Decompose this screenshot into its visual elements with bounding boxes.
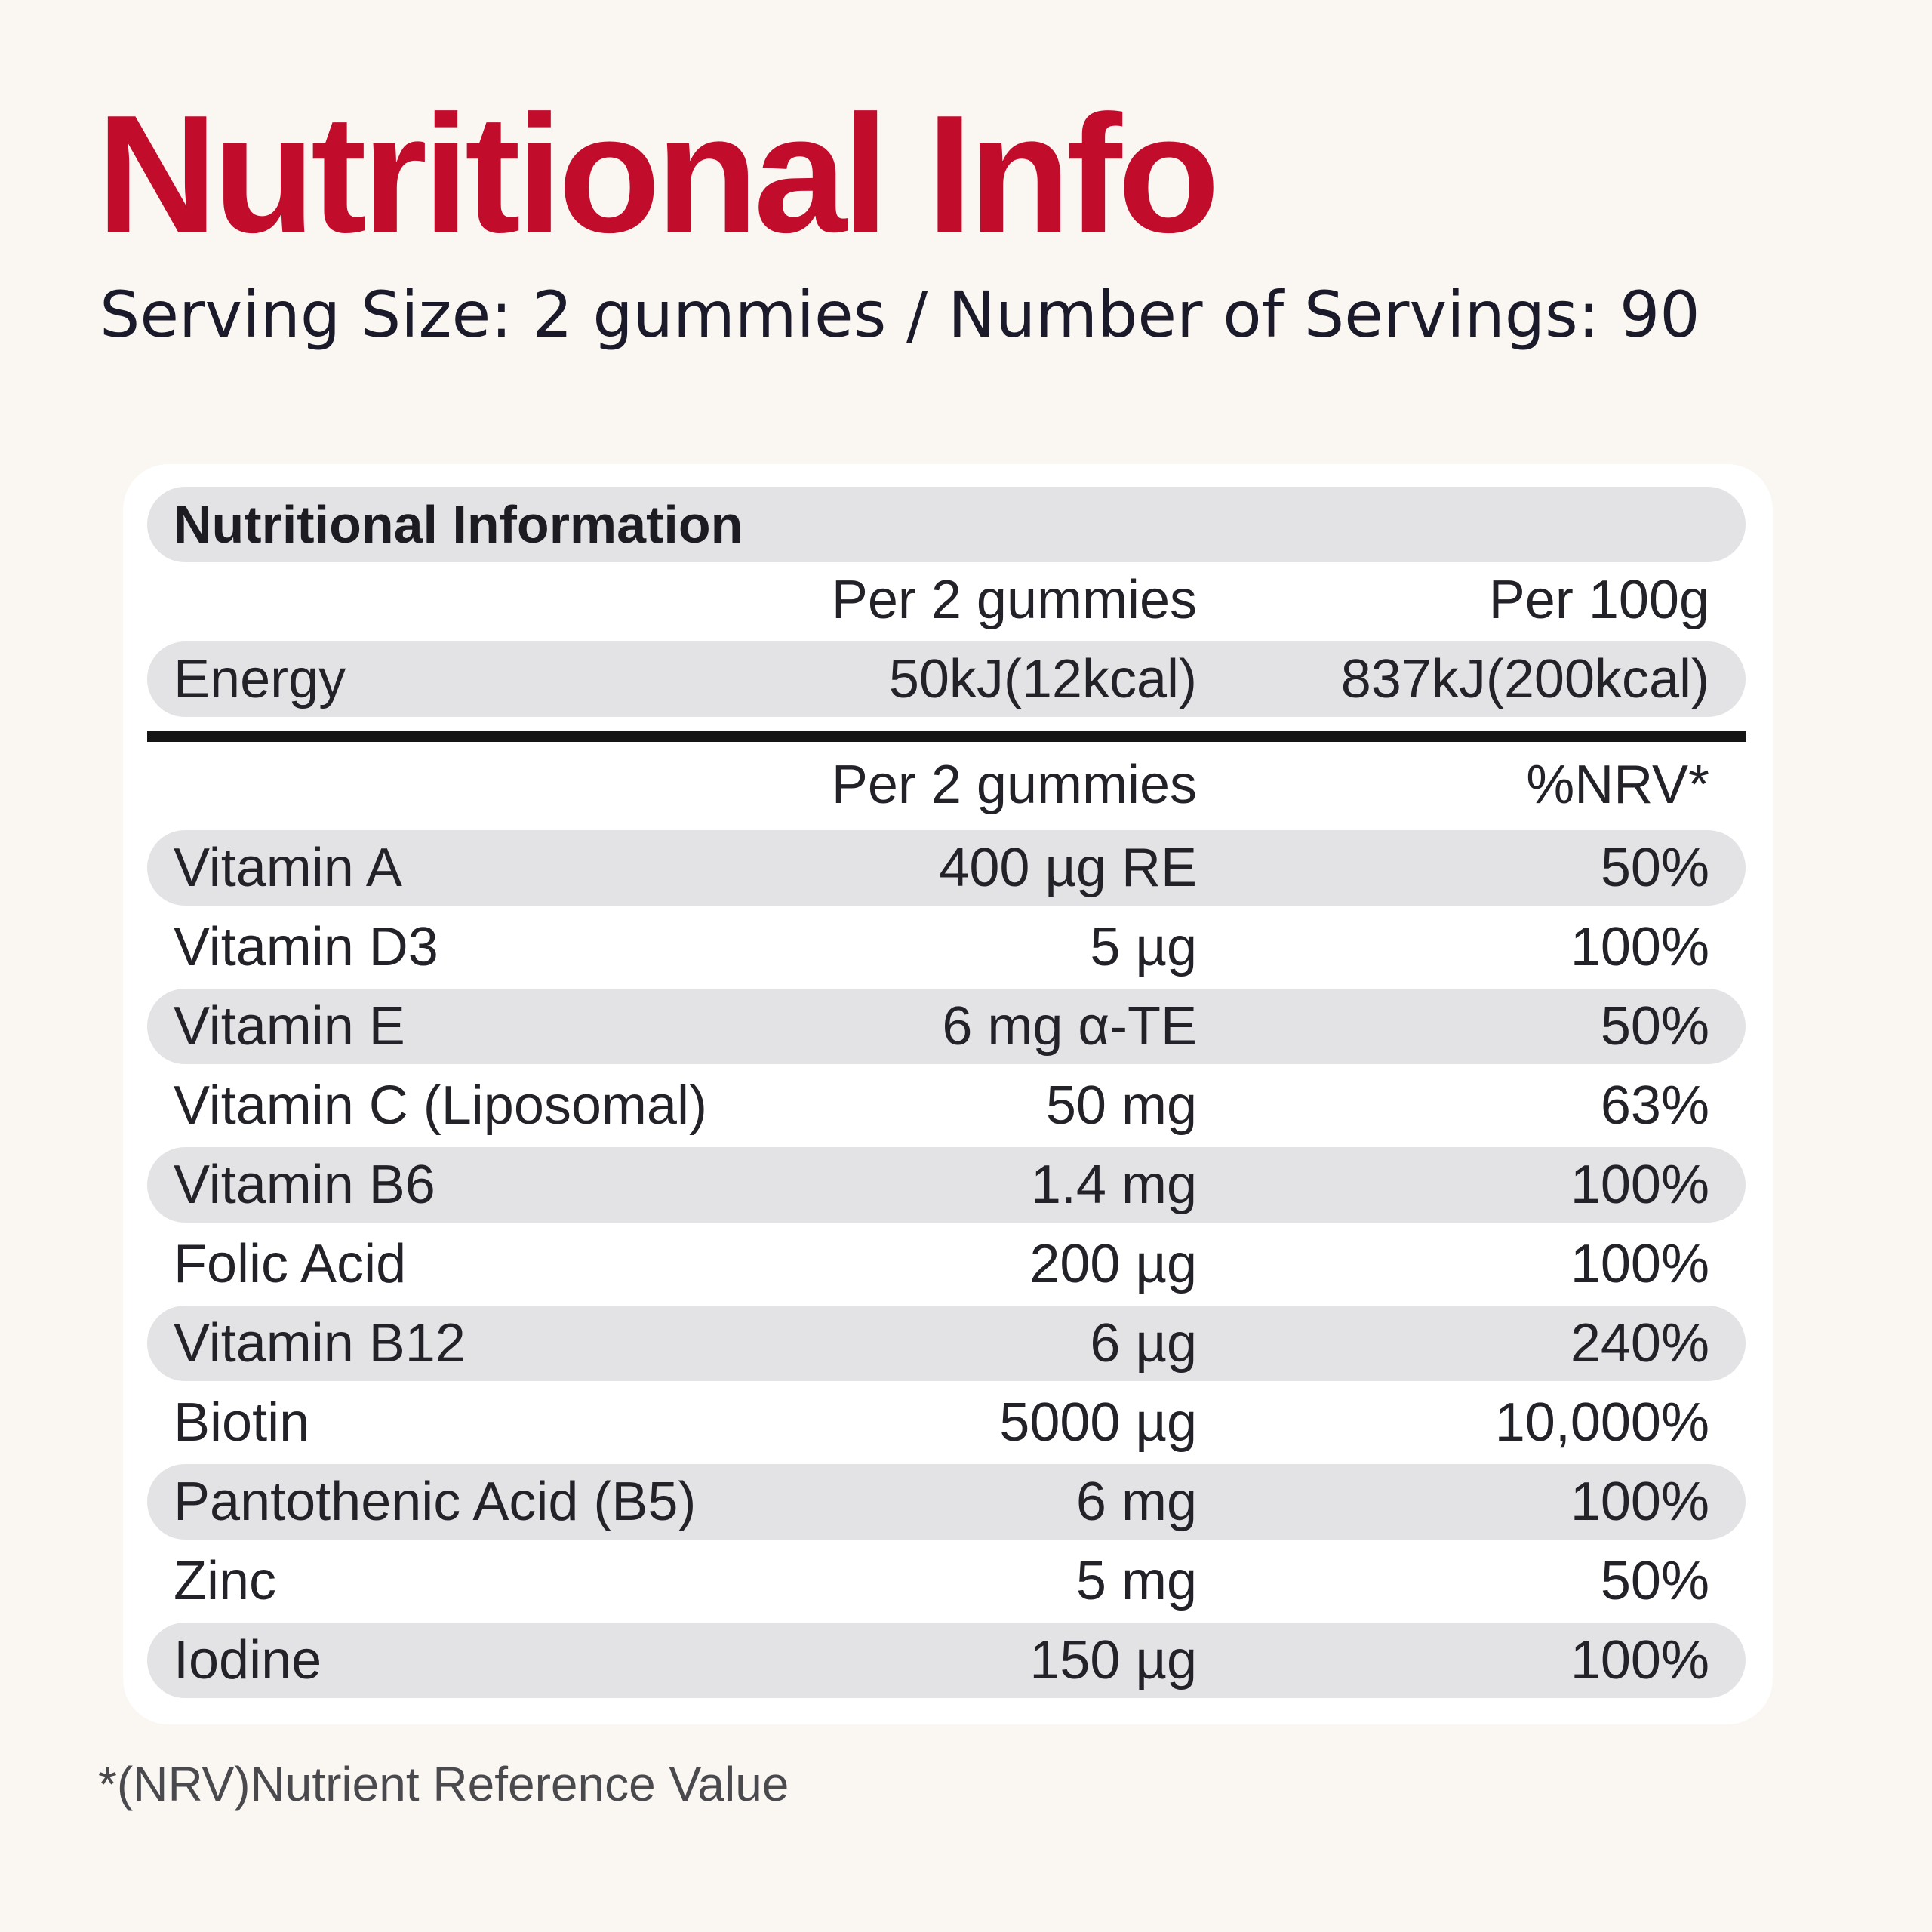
nutrient-nrv: 50% <box>1600 838 1709 898</box>
nutrient-amount: 400 µg RE <box>939 838 1197 898</box>
nutrient-name: Pantothenic Acid (B5) <box>174 1472 697 1532</box>
per-serving-header: Per 2 gummies <box>831 755 1197 815</box>
table-divider <box>147 731 1746 742</box>
nutrient-amount: 5000 µg <box>999 1392 1197 1453</box>
nutrient-header-row: Per 2 gummies %NRV* <box>147 747 1746 823</box>
nutrient-name: Folic Acid <box>174 1234 407 1294</box>
nutrient-name: Zinc <box>174 1551 277 1611</box>
footnote: *(NRV)Nutrient Reference Value <box>98 1757 789 1811</box>
nrv-header: %NRV* <box>1526 755 1709 815</box>
table-title-row: Nutritional Information <box>147 487 1746 562</box>
nutrient-name: Iodine <box>174 1630 322 1690</box>
energy-per-100g: 837kJ(200kcal) <box>1340 649 1709 709</box>
energy-per-serving: 50kJ(12kcal) <box>888 649 1197 709</box>
nutrient-amount: 6 mg α-TE <box>942 996 1197 1057</box>
serving-info: Serving Size: 2 gummies / Number of Serv… <box>100 278 1700 352</box>
nutrient-nrv: 100% <box>1570 1630 1709 1690</box>
nutrient-amount: 6 mg <box>1075 1472 1197 1532</box>
table-row: Vitamin E 6 mg α-TE 50% <box>147 989 1746 1064</box>
table-row: Vitamin B12 6 µg 240% <box>147 1306 1746 1381</box>
table-row: Vitamin D3 5 µg 100% <box>147 909 1746 985</box>
nutrient-nrv: 50% <box>1600 996 1709 1057</box>
energy-header-row: Per 2 gummies Per 100g <box>147 562 1746 638</box>
nutrient-name: Vitamin D3 <box>174 917 438 977</box>
nutrient-nrv: 100% <box>1570 1234 1709 1294</box>
nutrient-amount: 50 mg <box>1045 1075 1197 1136</box>
table-row: Folic Acid 200 µg 100% <box>147 1226 1746 1302</box>
nutrient-nrv: 100% <box>1570 1155 1709 1215</box>
page-title: Nutritional Info <box>97 81 1220 268</box>
nutrient-amount: 6 µg <box>1090 1313 1197 1374</box>
energy-row: Energy 50kJ(12kcal) 837kJ(200kcal) <box>147 641 1746 717</box>
nutrient-name: Vitamin A <box>174 838 402 898</box>
nutrient-name: Biotin <box>174 1392 310 1453</box>
per-100g-header: Per 100g <box>1488 570 1709 630</box>
table-row: Iodine 150 µg 100% <box>147 1623 1746 1698</box>
table-row: Vitamin B6 1.4 mg 100% <box>147 1147 1746 1223</box>
nutrient-nrv: 10,000% <box>1494 1392 1709 1453</box>
per-serving-header: Per 2 gummies <box>831 570 1197 630</box>
table-row: Biotin 5000 µg 10,000% <box>147 1385 1746 1460</box>
nutrient-nrv: 63% <box>1600 1075 1709 1136</box>
nutrient-nrv: 50% <box>1600 1551 1709 1611</box>
table-title: Nutritional Information <box>174 495 743 554</box>
nutrient-amount: 150 µg <box>1029 1630 1197 1690</box>
table-row: Vitamin A 400 µg RE 50% <box>147 830 1746 906</box>
nutrient-nrv: 100% <box>1570 917 1709 977</box>
nutrient-name: Vitamin B6 <box>174 1155 435 1215</box>
table-row: Vitamin C (Liposomal) 50 mg 63% <box>147 1068 1746 1143</box>
nutrient-nrv: 240% <box>1570 1313 1709 1374</box>
nutrient-amount: 5 mg <box>1075 1551 1197 1611</box>
nutrient-amount: 5 µg <box>1090 917 1197 977</box>
nutrition-table-card: Nutritional Information Per 2 gummies Pe… <box>123 464 1773 1724</box>
table-row: Zinc 5 mg 50% <box>147 1543 1746 1619</box>
energy-label: Energy <box>174 649 346 709</box>
nutrient-name: Vitamin C (Liposomal) <box>174 1075 707 1136</box>
nutrient-name: Vitamin E <box>174 996 405 1057</box>
nutrient-nrv: 100% <box>1570 1472 1709 1532</box>
nutrient-amount: 200 µg <box>1029 1234 1197 1294</box>
nutrient-name: Vitamin B12 <box>174 1313 466 1374</box>
table-row: Pantothenic Acid (B5) 6 mg 100% <box>147 1464 1746 1540</box>
nutrient-amount: 1.4 mg <box>1030 1155 1197 1215</box>
